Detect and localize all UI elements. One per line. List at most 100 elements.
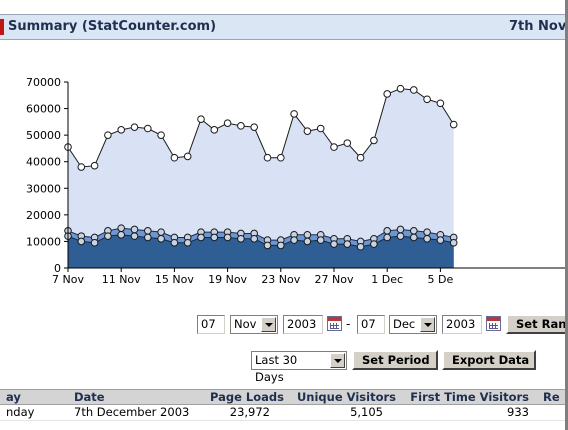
y-tick-label: 70000 — [26, 76, 61, 89]
col-first-time-visitors: First Time Visitors — [410, 390, 529, 404]
data-point — [383, 227, 392, 235]
data-point — [303, 230, 312, 239]
data-point — [130, 225, 139, 234]
data-point — [383, 90, 392, 98]
data-point — [90, 161, 99, 170]
data-point — [449, 120, 458, 129]
y-tick-label: 50000 — [26, 129, 61, 142]
cell-page-loads: 23,972 — [229, 405, 270, 419]
col-returning: Re — [543, 390, 560, 404]
data-point — [290, 236, 298, 244]
x-tick-label: 11 Nov — [102, 273, 141, 286]
data-point — [316, 236, 325, 244]
x-tick-label: 27 Nov — [315, 273, 354, 286]
header-accent-mark — [0, 19, 4, 35]
to-day-input[interactable]: 07 — [357, 315, 385, 334]
data-point — [396, 84, 405, 93]
data-point — [356, 153, 365, 162]
data-point — [117, 224, 125, 232]
data-point — [370, 136, 378, 145]
col-day: ay — [6, 390, 21, 404]
period-value: Last 30 Days — [255, 353, 298, 384]
export-data-button[interactable]: Export Data — [442, 350, 536, 370]
y-tick-label: 40000 — [26, 156, 61, 169]
data-point — [90, 238, 99, 247]
from-month-select[interactable]: Nov — [230, 315, 278, 334]
y-tick-label: 10000 — [26, 235, 61, 248]
data-point — [210, 126, 219, 134]
data-point — [316, 124, 325, 133]
y-tick-label: 20000 — [26, 209, 61, 222]
col-page-loads: Page Loads — [210, 390, 284, 404]
data-point — [343, 139, 352, 147]
x-tick-label: 19 Nov — [208, 273, 247, 286]
to-month-select[interactable]: Dec — [389, 315, 437, 334]
data-point — [237, 122, 245, 130]
table-row-partial — [0, 420, 565, 430]
data-point — [157, 234, 165, 243]
data-point — [210, 233, 219, 242]
set-range-button[interactable]: Set Ran — [506, 314, 565, 334]
data-point — [237, 234, 245, 243]
data-point — [370, 240, 378, 248]
data-point — [263, 153, 272, 162]
data-point — [356, 242, 365, 251]
range-separator: - — [346, 317, 351, 331]
chevron-down-icon[interactable] — [330, 353, 345, 368]
data-point — [104, 131, 112, 139]
x-tick-label: 15 Nov — [155, 273, 194, 286]
data-point — [157, 131, 165, 139]
data-point — [330, 143, 338, 151]
header-date: 7th Nove — [509, 19, 567, 34]
data-point — [423, 228, 431, 236]
period-select[interactable]: Last 30 Days — [251, 351, 347, 384]
data-point — [396, 225, 405, 234]
panel-header: Summary (StatCounter.com) 7th Nove — [0, 14, 567, 40]
data-point — [223, 119, 232, 127]
chevron-down-icon[interactable] — [261, 317, 276, 332]
data-point — [117, 230, 125, 239]
data-point — [396, 232, 405, 240]
calendar-icon[interactable] — [486, 316, 501, 331]
from-month-value: Nov — [234, 317, 257, 331]
from-day-input[interactable]: 07 — [197, 315, 225, 334]
data-point — [183, 152, 192, 161]
data-point — [197, 233, 205, 242]
data-point — [423, 234, 431, 243]
data-point — [410, 86, 418, 94]
data-point — [77, 237, 86, 246]
summary-chart: 0 10000 20000 30000 40000 50000 60000 70000 7 No… — [26, 76, 565, 286]
data-point — [277, 241, 285, 250]
data-point — [383, 233, 392, 242]
cell-day: nday — [6, 405, 35, 419]
to-year-input[interactable]: 2003 — [442, 315, 482, 334]
data-point — [290, 110, 298, 118]
data-point — [117, 126, 125, 134]
panel-title: Summary (StatCounter.com) — [8, 19, 217, 34]
data-point — [303, 237, 312, 246]
area-first-time-visitors — [68, 234, 454, 268]
data-point — [250, 234, 258, 243]
data-point — [144, 124, 152, 133]
data-point — [197, 115, 205, 124]
data-point — [303, 127, 312, 135]
data-point — [183, 238, 192, 247]
data-point — [144, 227, 152, 235]
data-point — [223, 233, 232, 242]
cell-unique-visitors: 5,105 — [350, 405, 383, 419]
data-point — [436, 99, 445, 108]
calendar-icon[interactable] — [327, 316, 342, 331]
data-point — [449, 238, 458, 247]
data-point — [157, 228, 165, 236]
data-point — [263, 241, 272, 250]
data-point — [144, 233, 152, 242]
data-point — [343, 240, 352, 248]
data-point — [410, 227, 418, 235]
from-year-input[interactable]: 2003 — [283, 315, 323, 334]
x-tick-label: 23 Nov — [261, 273, 300, 286]
table-row: nday 7th December 2003 23,972 5,105 933 — [0, 404, 565, 420]
set-period-button[interactable]: Set Period — [352, 350, 438, 370]
x-tick-label: 1 Dec — [371, 273, 403, 286]
chevron-down-icon[interactable] — [420, 317, 435, 332]
